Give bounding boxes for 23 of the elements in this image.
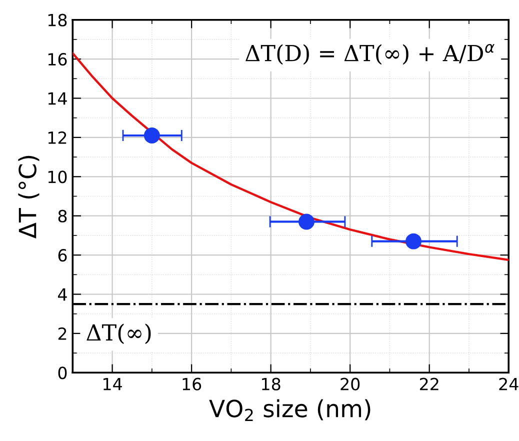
y-tick-label: 4 <box>58 288 67 301</box>
x-tick-label: 18 <box>262 378 280 390</box>
x-tick-label: 14 <box>104 378 122 390</box>
y-tick-label: 10 <box>48 170 67 184</box>
y-tick-label: 14 <box>48 92 67 105</box>
y-axis-title: ΔT (°C) <box>18 156 40 238</box>
x-axis-title: VO$_{2}$ size (nm) <box>209 399 370 422</box>
x-tick-label: 22 <box>420 378 438 390</box>
y-tick-label: 6 <box>58 249 67 262</box>
y-tick-label: 12 <box>48 131 66 144</box>
x-tick-label: 24 <box>499 378 518 390</box>
y-tick-label: 18 <box>48 14 67 26</box>
x-tick-label: 16 <box>182 378 202 390</box>
point <box>144 128 160 144</box>
y-tick-label: 2 <box>58 327 66 340</box>
y-tick-label: 16 <box>48 53 67 66</box>
y-tick-label: 8 <box>58 210 67 222</box>
point <box>298 214 314 230</box>
ref-line-label: ΔT(∞) <box>86 324 151 344</box>
point <box>406 233 422 250</box>
y-tick-label: 0 <box>58 366 67 380</box>
x-tick-label: 20 <box>340 378 360 390</box>
annotation: ΔT(D) = ΔT(∞) + A/D$^{α}$ <box>246 44 494 65</box>
